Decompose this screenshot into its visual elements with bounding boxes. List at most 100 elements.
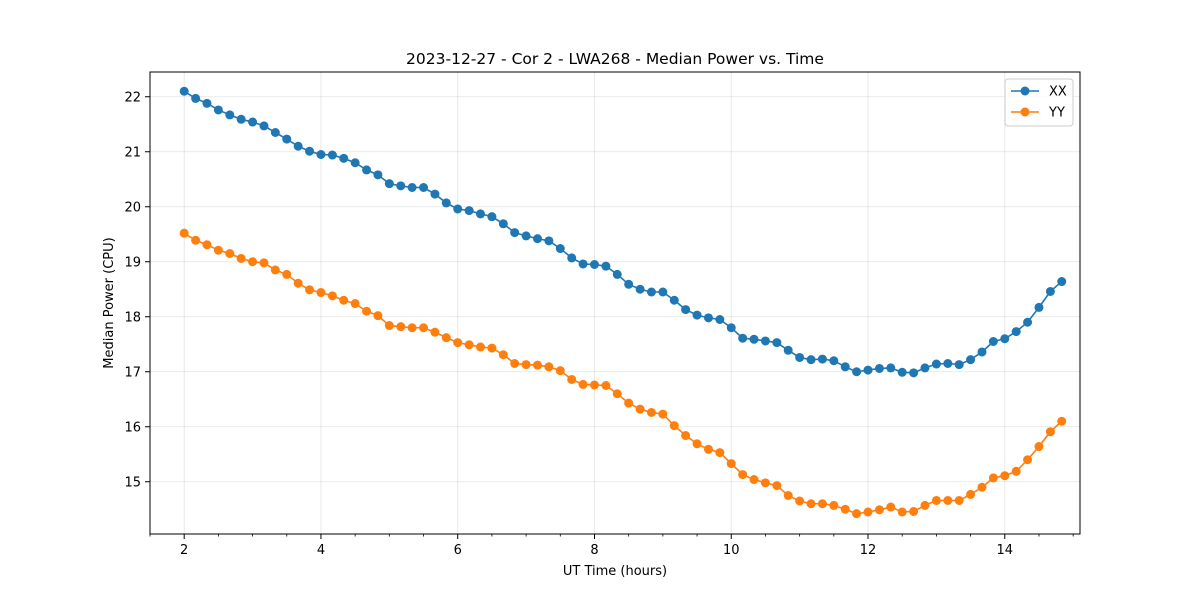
data-point-yy <box>954 495 964 505</box>
data-point-xx <box>1057 277 1067 287</box>
data-point-yy <box>202 240 212 250</box>
data-point-xx <box>396 181 406 191</box>
data-point-yy <box>396 322 406 332</box>
data-point-xx <box>384 179 394 189</box>
x-axis-label: UT Time (hours) <box>563 564 667 579</box>
data-point-yy <box>749 475 759 485</box>
data-point-yy <box>829 500 839 510</box>
data-point-yy <box>852 509 862 519</box>
data-point-yy <box>1057 416 1067 426</box>
data-point-yy <box>772 481 782 491</box>
data-point-xx <box>567 253 577 263</box>
legend-label-yy: YY <box>1048 106 1065 121</box>
plot-area-frame <box>149 71 1081 535</box>
data-point-xx <box>840 362 850 372</box>
data-point-yy <box>1034 442 1044 452</box>
data-point-yy <box>248 257 258 267</box>
data-point-yy <box>293 278 303 288</box>
data-point-yy <box>259 258 269 268</box>
data-point-xx <box>1000 334 1010 344</box>
data-point-xx <box>225 110 235 120</box>
data-point-xx <box>817 354 827 364</box>
data-point-xx <box>658 287 668 297</box>
data-point-yy <box>1011 466 1021 476</box>
data-point-yy <box>589 380 599 390</box>
data-point-xx <box>259 121 269 131</box>
data-point-yy <box>612 389 622 399</box>
data-point-yy <box>795 496 805 506</box>
data-point-xx <box>373 170 383 180</box>
data-point-yy <box>726 459 736 469</box>
data-point-yy <box>966 489 976 499</box>
chart-title: 2023-12-27 - Cor 2 - LWA268 - Median Pow… <box>406 50 824 68</box>
legend: XX YY <box>1004 78 1074 127</box>
data-point-yy <box>897 507 907 517</box>
data-point-yy <box>874 505 884 515</box>
y-tick-label: 18 <box>124 310 141 325</box>
data-point-xx <box>920 363 930 373</box>
data-point-yy <box>1045 427 1055 437</box>
data-point-xx <box>909 368 919 378</box>
data-point-yy <box>225 249 235 258</box>
data-point-yy <box>943 495 953 505</box>
data-point-yy <box>327 291 337 301</box>
data-point-yy <box>783 491 793 500</box>
data-point-xx <box>305 146 315 156</box>
data-point-yy <box>738 470 748 480</box>
data-point-xx <box>863 365 873 375</box>
data-point-yy <box>977 482 987 492</box>
data-point-xx <box>795 352 805 362</box>
data-point-yy <box>521 360 531 370</box>
data-point-yy <box>567 374 577 384</box>
data-point-xx <box>555 244 565 254</box>
data-point-xx <box>931 359 941 369</box>
data-point-yy <box>544 362 554 372</box>
x-tick-label: 2 <box>180 543 188 558</box>
axes: 2 4 6 8 10 12 14 15 16 17 18 19 20 21 22 <box>124 90 1074 558</box>
data-point-xx <box>783 345 793 355</box>
data-point-xx <box>1045 286 1055 296</box>
data-point-yy <box>362 306 372 316</box>
data-point-yy <box>270 265 280 275</box>
data-point-xx <box>874 363 884 373</box>
data-point-yy <box>931 495 941 505</box>
y-tick-label: 15 <box>124 475 141 490</box>
data-point-yy <box>840 504 850 514</box>
data-point-xx <box>248 117 258 127</box>
data-point-xx <box>293 141 303 151</box>
data-point-yy <box>475 342 485 352</box>
data-point-yy <box>441 333 451 343</box>
data-point-yy <box>669 421 679 431</box>
data-point-yy <box>487 343 497 353</box>
data-point-xx <box>988 337 998 346</box>
data-point-xx <box>282 134 292 144</box>
data-point-yy <box>339 295 349 305</box>
data-point-yy <box>407 323 417 333</box>
data-point-xx <box>852 367 862 377</box>
data-point-yy <box>863 507 873 517</box>
legend-marker-xx <box>1020 86 1030 96</box>
data-point-xx <box>589 260 599 269</box>
y-axis-label: Median Power (CPU) <box>102 237 117 368</box>
data-point-xx <box>738 333 748 343</box>
data-point-yy <box>635 404 645 414</box>
data-point-xx <box>270 128 280 137</box>
x-tick-label: 12 <box>860 543 877 558</box>
legend-marker-yy <box>1020 107 1030 117</box>
y-tick-label: 19 <box>124 255 141 270</box>
data-point-xx <box>179 86 189 96</box>
data-point-yy <box>601 381 611 390</box>
y-tick-label: 16 <box>124 420 141 435</box>
data-point-xx <box>430 189 440 199</box>
data-point-yy <box>920 500 930 510</box>
x-tick-label: 8 <box>590 543 598 558</box>
data-point-yy <box>988 473 998 483</box>
data-point-xx <box>213 105 223 115</box>
data-point-xx <box>191 93 201 103</box>
y-tick-label: 17 <box>124 365 141 380</box>
data-point-xx <box>464 206 474 216</box>
data-point-xx <box>236 114 246 124</box>
data-point-xx <box>829 356 839 366</box>
data-point-xx <box>897 367 907 377</box>
